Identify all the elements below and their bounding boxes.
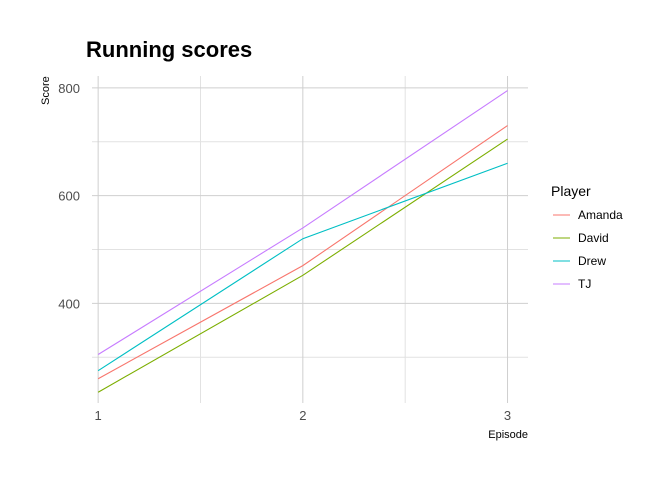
series-lines — [97, 90, 508, 393]
grid — [92, 76, 528, 403]
x-tick-label: 2 — [299, 408, 306, 423]
series-line-tj — [97, 90, 508, 355]
x-tick-label: 3 — [504, 408, 511, 423]
y-tick-label: 800 — [58, 81, 80, 96]
series-line-david — [97, 138, 508, 393]
x-axis-ticks: 1 2 3 — [95, 408, 512, 423]
y-tick-label: 600 — [58, 189, 80, 204]
series-line-amanda — [97, 125, 508, 380]
chart-title: Running scores — [86, 37, 252, 62]
y-tick-label: 400 — [58, 296, 80, 311]
legend-label: Amanda — [578, 208, 623, 222]
y-axis-title: Score — [40, 76, 52, 105]
y-axis-ticks: 400 600 800 — [58, 81, 80, 311]
legend-label: David — [578, 231, 609, 245]
legend-label: Drew — [578, 254, 606, 268]
legend-title: Player — [551, 183, 591, 199]
x-axis-title: Episode — [488, 429, 528, 441]
series-line-drew — [97, 162, 508, 372]
x-tick-label: 1 — [95, 408, 102, 423]
legend-label: TJ — [578, 277, 591, 291]
legend: Player Amanda David Drew TJ — [551, 183, 623, 291]
